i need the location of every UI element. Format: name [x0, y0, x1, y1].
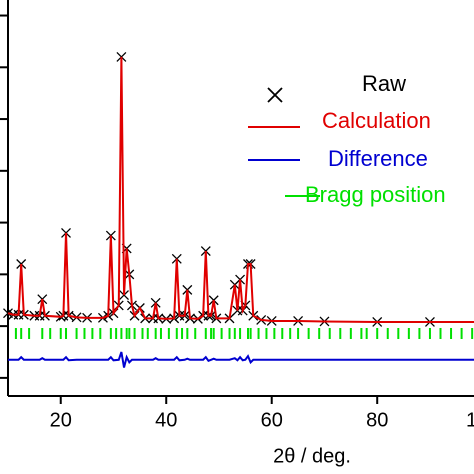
- x-tick-label: 60: [261, 409, 283, 431]
- x-axis-label: 2θ / deg.: [273, 445, 351, 467]
- legend-label: Raw: [362, 71, 406, 96]
- legend-label: Difference: [328, 146, 428, 171]
- legend-label: Bragg position: [305, 182, 446, 207]
- x-tick-label: 80: [366, 409, 388, 431]
- x-tick-label: 40: [155, 409, 177, 431]
- series-line: [8, 351, 474, 368]
- legend-marker: [267, 87, 283, 103]
- legend-label: Calculation: [322, 108, 431, 133]
- series-line: [7, 56, 474, 323]
- x-tick-label: 20: [50, 409, 72, 431]
- x-tick-label: 100: [466, 409, 474, 431]
